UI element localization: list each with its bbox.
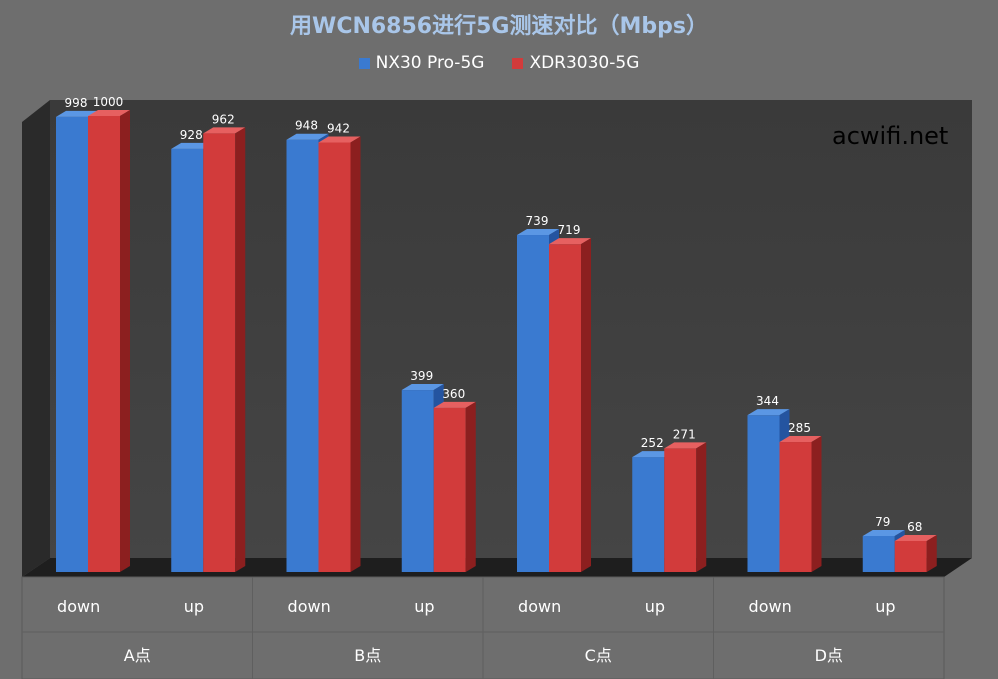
bar-top	[549, 238, 591, 245]
data-label: 1000	[93, 95, 124, 109]
x-tick-label: down	[518, 597, 561, 616]
bar-top	[56, 110, 98, 117]
x-tick-label: down	[749, 597, 792, 616]
bar-front	[433, 407, 466, 572]
bar-front	[286, 139, 319, 572]
bar-top	[779, 436, 822, 443]
data-label: 68	[907, 520, 922, 534]
bar-2-1	[88, 110, 130, 572]
watermark: acwifi.net	[832, 122, 949, 150]
bar-side	[696, 442, 707, 572]
data-label: 948	[295, 119, 318, 133]
bar-front	[664, 448, 697, 572]
bar-top	[401, 384, 444, 391]
x-tick-label: down	[57, 597, 100, 616]
data-label: 79	[875, 515, 890, 529]
data-label: 344	[756, 394, 779, 408]
bar-top	[517, 229, 559, 236]
bar-top	[433, 401, 476, 408]
chart-back-wall	[50, 100, 972, 558]
bar-2-7	[779, 436, 822, 572]
bar-side	[811, 436, 822, 572]
bar-top	[862, 529, 905, 536]
bar-top	[632, 451, 675, 458]
bar-2-4	[433, 401, 476, 572]
bar-2-6	[664, 442, 707, 572]
legend-item-series-2: XDR3030-5G	[512, 53, 639, 73]
x-tick-label: down	[288, 597, 331, 616]
data-label: 285	[788, 421, 811, 435]
chart-title: 用WCN6856进行5G测速对比（Mbps）	[290, 14, 708, 39]
bar-front	[56, 116, 88, 573]
x-tick-label: up	[184, 597, 204, 616]
bar-side	[350, 136, 361, 572]
data-label: 928	[180, 128, 203, 142]
legend-swatch-series-2	[512, 57, 524, 69]
bar-front	[747, 415, 780, 572]
bar-top	[664, 442, 707, 449]
bar-2-5	[549, 238, 591, 573]
data-label: 719	[558, 223, 581, 237]
bar-front	[401, 390, 434, 572]
bar-front	[88, 116, 120, 572]
bar-side	[120, 110, 130, 572]
group-label: C点	[585, 646, 612, 665]
chart-side-wall	[22, 100, 50, 577]
legend-swatch-series-1	[358, 57, 370, 69]
bar-top	[894, 534, 937, 541]
x-tick-label: up	[414, 597, 434, 616]
data-label: 399	[410, 369, 433, 383]
data-label: 360	[442, 387, 465, 401]
x-tick-label: up	[875, 597, 895, 616]
bar-front	[318, 142, 351, 572]
legend: NX30 Pro-5G XDR3030-5G	[0, 53, 998, 73]
bar-top	[171, 142, 214, 149]
bar-top	[318, 136, 361, 143]
bar-side	[926, 534, 937, 572]
chart-floor	[22, 558, 972, 577]
data-label: 942	[327, 121, 350, 135]
legend-label-series-2: XDR3030-5G	[529, 53, 640, 73]
bar-front	[862, 535, 895, 572]
bar-top	[747, 409, 790, 416]
legend-label-series-1: NX30 Pro-5G	[375, 53, 485, 73]
group-label: D点	[815, 646, 843, 665]
bar-side	[235, 127, 246, 572]
data-label: 252	[641, 436, 664, 450]
bar-side	[465, 401, 476, 572]
bar-front	[894, 540, 927, 572]
bar-side	[581, 238, 591, 573]
bar-2-8	[894, 534, 937, 572]
bar-front	[517, 235, 549, 573]
bar-top	[286, 133, 329, 140]
data-label: 271	[673, 427, 696, 441]
group-label: B点	[354, 646, 381, 665]
bar-2-2	[203, 127, 246, 572]
bar-front	[632, 457, 665, 572]
bar-front	[779, 442, 812, 572]
bar-front	[549, 244, 581, 573]
data-label: 739	[526, 214, 549, 228]
bar-2-3	[318, 136, 361, 572]
bar-top	[203, 127, 246, 134]
bar-front	[203, 133, 236, 572]
data-label: 962	[212, 112, 235, 126]
bar-top	[88, 110, 130, 116]
data-label: 998	[65, 96, 88, 110]
bar-front	[171, 148, 204, 572]
group-label: A点	[124, 646, 151, 665]
x-tick-label: up	[645, 597, 665, 616]
legend-item-series-1: NX30 Pro-5G	[358, 53, 485, 73]
